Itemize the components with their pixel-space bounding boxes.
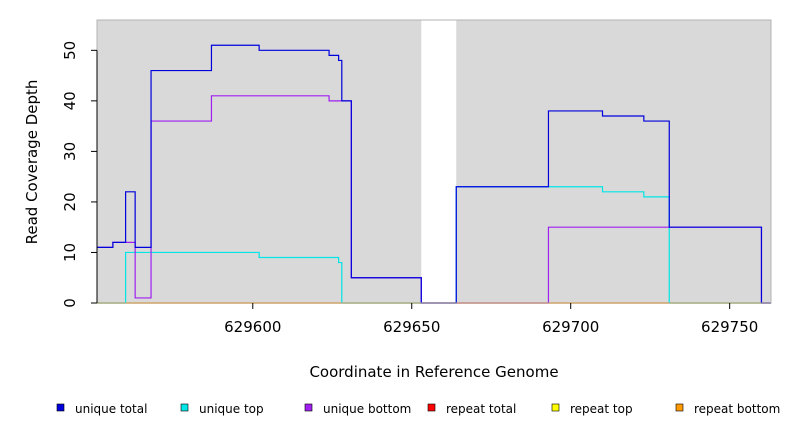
legend-label: unique bottom [323,402,411,416]
x-tick-label: 629600 [224,318,281,336]
y-tick-label: 10 [61,243,79,262]
legend-swatch [675,403,684,412]
x-tick-label: 629650 [383,318,440,336]
legend-label: repeat top [570,402,633,416]
legend-swatch [551,403,560,412]
series-line-unique-total [97,44,771,304]
legend-swatch [427,403,436,412]
x-axis: 629600 629650 629700 629750 [224,303,758,336]
x-tick-label: 629750 [701,318,758,336]
gap-region [421,20,457,303]
legend-label: repeat bottom [694,402,780,416]
y-tick-label: 30 [61,142,79,161]
y-tick-label: 50 [61,41,79,60]
y-tick-label: 20 [61,192,79,211]
y-tick-label: 40 [61,91,79,110]
legend: unique total unique top unique bottom repea… [56,402,780,416]
legend-label: unique total [75,402,147,416]
series-line-unique-bottom [97,95,771,304]
y-tick-label: 0 [61,298,79,308]
legend-label: repeat total [446,402,516,416]
y-axis: 0 10 20 30 40 50 [61,41,98,308]
x-axis-title: Coordinate in Reference Genome [309,363,558,381]
x-tick-label: 629700 [542,318,599,336]
legend-label: unique top [199,402,264,416]
legend-swatch [180,403,189,412]
legend-swatch [304,403,313,412]
legend-swatch [56,403,65,412]
y-axis-title: Read Coverage Depth [23,80,41,245]
